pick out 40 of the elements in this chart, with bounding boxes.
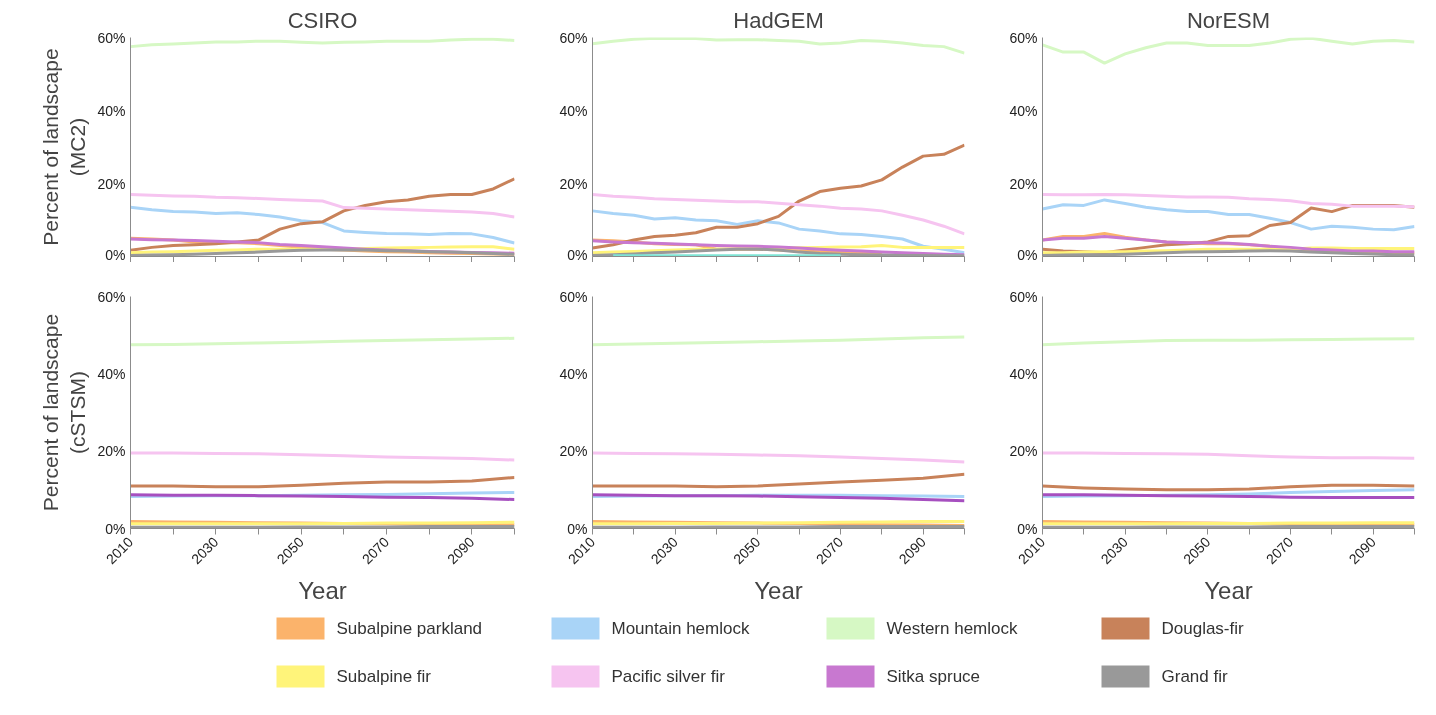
chart-title: CSIRO — [287, 7, 358, 33]
y-tick-label: 40% — [1009, 365, 1038, 382]
legend-label: Subalpine fir — [336, 667, 432, 686]
chart-title: NorESM — [1186, 7, 1271, 33]
y-tick-label: 40% — [97, 102, 126, 119]
legend-label: Mountain hemlock — [611, 619, 750, 638]
y-tick-label: 40% — [1009, 102, 1038, 119]
y-tick-label: 0% — [105, 246, 126, 263]
x-axis-title: Year — [298, 576, 347, 604]
x-axis-title: Year — [1204, 576, 1253, 604]
y-tick-label: 20% — [1009, 443, 1038, 460]
y-tick-label: 0% — [567, 246, 588, 263]
legend-label: Pacific silver fir — [611, 667, 726, 686]
y-tick-label: 40% — [97, 365, 126, 382]
y-tick-label: 20% — [97, 175, 126, 192]
y-tick-label: 60% — [97, 29, 126, 46]
y-axis-title: Percent of landscape (cSTSM) — [38, 313, 90, 512]
y-tick-label: 0% — [567, 520, 588, 537]
legend-label: Sitka spruce — [886, 667, 981, 686]
y-tick-label: 60% — [1009, 29, 1038, 46]
y-tick-label: 0% — [105, 520, 126, 537]
y-tick-label: 60% — [559, 29, 588, 46]
y-tick-label: 20% — [559, 175, 588, 192]
x-axis-title: Year — [754, 576, 803, 604]
y-tick-label: 40% — [559, 365, 588, 382]
y-tick-label: 20% — [1009, 175, 1038, 192]
legend-label: Douglas-fir — [1161, 619, 1245, 638]
y-tick-label: 60% — [559, 288, 588, 305]
chart-title: HadGEM — [733, 7, 824, 33]
y-tick-label: 0% — [1017, 520, 1038, 537]
legend-label: Western hemlock — [886, 619, 1019, 638]
y-axis-title: Percent of landscape (MC2) — [38, 48, 90, 246]
y-tick-label: 40% — [559, 102, 588, 119]
y-tick-label: 60% — [1009, 288, 1038, 305]
y-tick-label: 60% — [97, 288, 126, 305]
y-tick-label: 20% — [559, 443, 588, 460]
y-tick-label: 20% — [97, 443, 126, 460]
y-tick-label: 0% — [1017, 246, 1038, 263]
legend-label: Grand fir — [1161, 667, 1228, 686]
legend-label: Subalpine parkland — [336, 619, 483, 638]
